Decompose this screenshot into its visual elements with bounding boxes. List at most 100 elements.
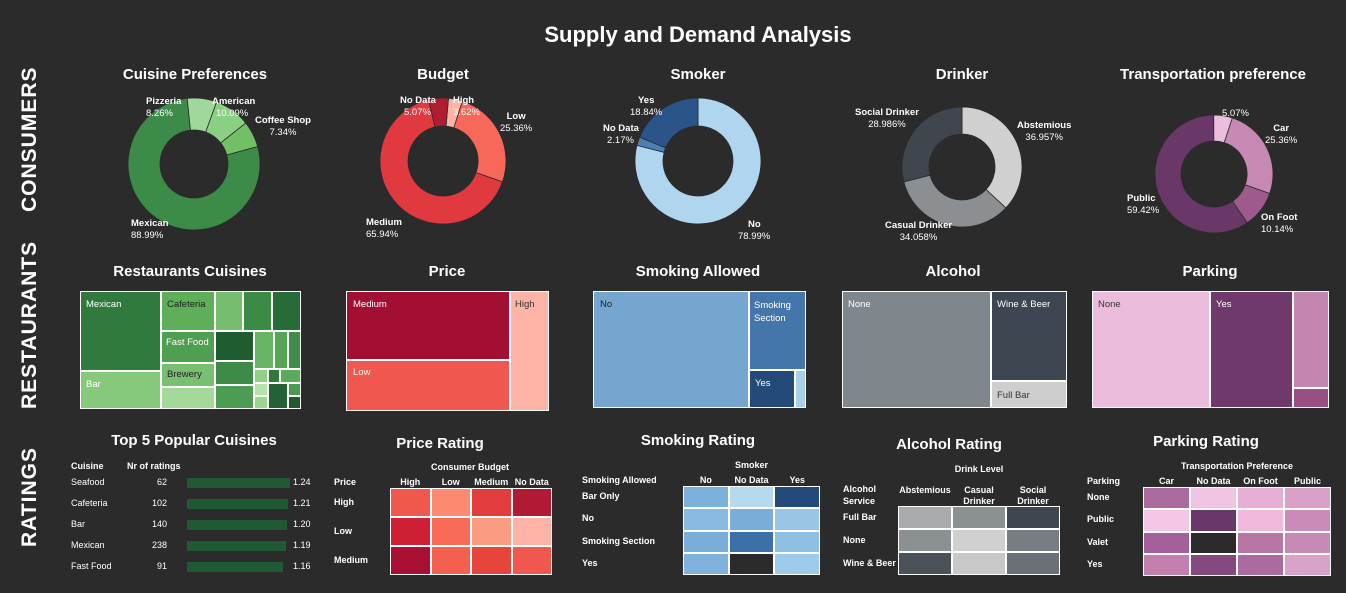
- slice-social-drinker[interactable]: [901, 106, 963, 183]
- label-pizzeria: Pizzeria 8.26%: [146, 96, 182, 119]
- heatmap-cell[interactable]: [1284, 509, 1331, 532]
- tm-none: None: [842, 291, 991, 408]
- heatmap-cell[interactable]: [898, 552, 952, 575]
- slice-yes[interactable]: [639, 97, 699, 149]
- slice-mexican[interactable]: [127, 97, 261, 231]
- tm-cell: [243, 291, 272, 331]
- label-medium: Medium 65.94%: [366, 217, 402, 240]
- heatmap-cell[interactable]: [1190, 509, 1237, 532]
- heatmap-cell[interactable]: [1143, 531, 1190, 554]
- heatmap-cell[interactable]: [390, 546, 431, 575]
- rating-bar[interactable]: [187, 499, 288, 509]
- tm-full-bar: Full Bar: [991, 381, 1067, 408]
- slice-medium[interactable]: [379, 99, 503, 225]
- heatmap-cell[interactable]: [683, 530, 729, 553]
- tm-mexican: Mexican: [80, 291, 161, 371]
- heatmap-cell[interactable]: [390, 488, 431, 517]
- heatmap-cell[interactable]: [471, 517, 512, 546]
- heatmap-cell[interactable]: [390, 517, 431, 546]
- slice-other[interactable]: [1213, 114, 1233, 144]
- heatmap-cell[interactable]: [774, 552, 821, 576]
- slice-pizzeria[interactable]: [186, 97, 218, 133]
- tm-cell: [288, 383, 301, 396]
- tm-cell: [274, 331, 288, 369]
- price-title: Price: [428, 263, 466, 280]
- avg-rating: 1.20: [293, 519, 311, 529]
- heatmap-cell[interactable]: [1006, 552, 1060, 575]
- rating-bar[interactable]: [187, 541, 286, 551]
- tm-cell: [215, 291, 243, 331]
- col-header: High: [400, 477, 421, 487]
- heatmap-cell[interactable]: [898, 506, 952, 529]
- heatmap-cell[interactable]: [728, 486, 775, 509]
- slice-no-data[interactable]: [428, 97, 449, 128]
- tm-cell: [1293, 388, 1329, 408]
- heatmap-cell[interactable]: [683, 508, 729, 531]
- heatmap-cell[interactable]: [952, 529, 1006, 552]
- heatmap-cell[interactable]: [471, 546, 512, 575]
- heatmap-cell[interactable]: [683, 486, 729, 509]
- transport-donut: [1154, 114, 1274, 234]
- col-header: No Data: [734, 475, 769, 485]
- heatmap-cell[interactable]: [1190, 531, 1237, 554]
- row-header: No: [582, 513, 594, 524]
- transport-title: Transportation preference: [1120, 66, 1306, 83]
- heatmap-cell[interactable]: [728, 530, 775, 553]
- heatmap-cell[interactable]: [471, 488, 512, 517]
- heatmap-cell[interactable]: [1190, 487, 1237, 510]
- heatmap-cell[interactable]: [683, 552, 729, 576]
- heatmap-cell[interactable]: [1237, 531, 1284, 554]
- heatmap-cell[interactable]: [511, 517, 552, 546]
- heatmap-cell[interactable]: [1143, 553, 1190, 577]
- budget-donut: [379, 97, 507, 225]
- tm-cell: [795, 370, 806, 408]
- drink-level-header: Drink Level: [954, 464, 1004, 474]
- heatmap-cell[interactable]: [1143, 509, 1190, 532]
- rating-bar[interactable]: [187, 478, 290, 488]
- rating-bar[interactable]: [187, 562, 284, 572]
- slice-abstemious[interactable]: [961, 106, 1023, 209]
- alcohol-title: Alcohol: [925, 263, 981, 280]
- heatmap-cell[interactable]: [1284, 487, 1331, 510]
- price-treemap: Medium Low High: [346, 291, 549, 411]
- heatmap-cell[interactable]: [511, 488, 552, 517]
- parking-rating-title: Parking Rating: [1153, 433, 1259, 450]
- slice-public[interactable]: [1154, 114, 1248, 234]
- heatmap-cell[interactable]: [728, 508, 775, 531]
- heatmap-cell[interactable]: [1143, 487, 1190, 510]
- heatmap-cell[interactable]: [952, 552, 1006, 575]
- heatmap-cell[interactable]: [1237, 509, 1284, 532]
- row-header: Smoking Section: [582, 535, 656, 546]
- label-mexican: Mexican 88.99%: [131, 218, 169, 241]
- heatmap-cell[interactable]: [1284, 531, 1331, 554]
- tm-cell: [280, 369, 301, 383]
- cuisine-name: Cafeteria: [71, 498, 108, 508]
- heatmap-cell[interactable]: [952, 506, 1006, 529]
- slice-no[interactable]: [634, 97, 762, 225]
- heatmap-cell[interactable]: [1190, 553, 1237, 577]
- heatmap-cell[interactable]: [430, 517, 471, 546]
- heatmap-cell[interactable]: [774, 508, 821, 531]
- slice-casual-drinker[interactable]: [903, 174, 1007, 228]
- heatmap-cell[interactable]: [774, 530, 821, 553]
- heatmap-cell[interactable]: [1006, 529, 1060, 552]
- heatmap-cell[interactable]: [430, 546, 471, 575]
- heatmap-cell[interactable]: [1006, 506, 1060, 529]
- rating-bar[interactable]: [187, 520, 287, 530]
- heatmap-cell[interactable]: [1237, 553, 1284, 577]
- label-american: American 10.09%: [212, 96, 256, 119]
- heatmap-cell[interactable]: [1284, 553, 1331, 577]
- avg-rating: 1.16: [293, 561, 311, 571]
- tm-cell: [254, 383, 268, 396]
- row-header: Public: [1087, 514, 1115, 525]
- heatmap-cell[interactable]: [1237, 487, 1284, 510]
- tm-brewery: Brewery: [161, 363, 215, 387]
- heatmap-cell[interactable]: [430, 488, 471, 517]
- nr-ratings: 91: [156, 561, 167, 571]
- tm-high: High: [510, 291, 549, 411]
- heatmap-cell[interactable]: [728, 552, 775, 576]
- transport-pref-header: Transportation Preference: [1180, 461, 1294, 471]
- heatmap-cell[interactable]: [774, 486, 821, 509]
- heatmap-cell[interactable]: [898, 529, 952, 552]
- heatmap-cell[interactable]: [511, 546, 552, 575]
